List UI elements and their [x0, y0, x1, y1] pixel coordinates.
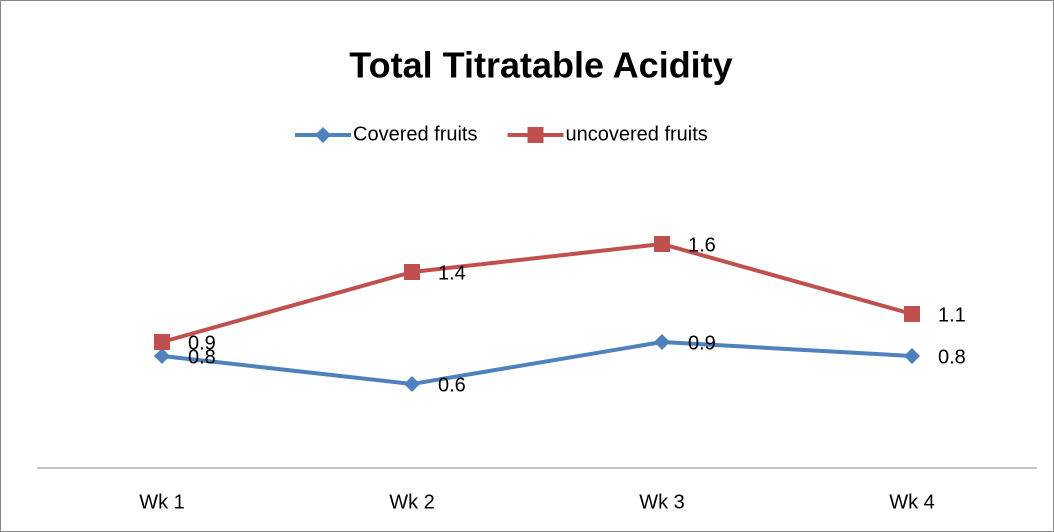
chart-title: Total Titratable Acidity: [349, 45, 732, 86]
data-label: 1.1: [938, 304, 966, 326]
series-line: [161, 340, 913, 386]
x-tick-label: Wk 2: [389, 491, 435, 513]
data-point: [404, 264, 420, 280]
data-point: [904, 306, 920, 322]
data-label: 0.8: [188, 346, 216, 368]
data-label: 0.6: [438, 374, 466, 396]
data-point: [654, 334, 670, 350]
data-label: 0.9: [188, 332, 216, 354]
data-label: 0.9: [688, 332, 716, 354]
legend-label: Covered fruits: [353, 123, 478, 145]
data-point: [154, 334, 170, 350]
data-point: [654, 236, 670, 252]
data-label: 1.4: [438, 262, 466, 284]
legend-marker: [527, 127, 544, 143]
series-line: [161, 242, 913, 344]
data-label: 1.6: [688, 234, 716, 256]
x-tick-label: Wk 1: [139, 491, 185, 513]
data-point: [404, 376, 420, 392]
legend-marker: [315, 127, 331, 143]
x-tick-label: Wk 3: [639, 491, 685, 513]
x-tick-label: Wk 4: [889, 491, 935, 513]
data-point: [154, 348, 170, 364]
data-point: [904, 348, 920, 364]
data-label: 0.8: [938, 346, 966, 368]
legend-label: uncovered fruits: [566, 123, 708, 145]
